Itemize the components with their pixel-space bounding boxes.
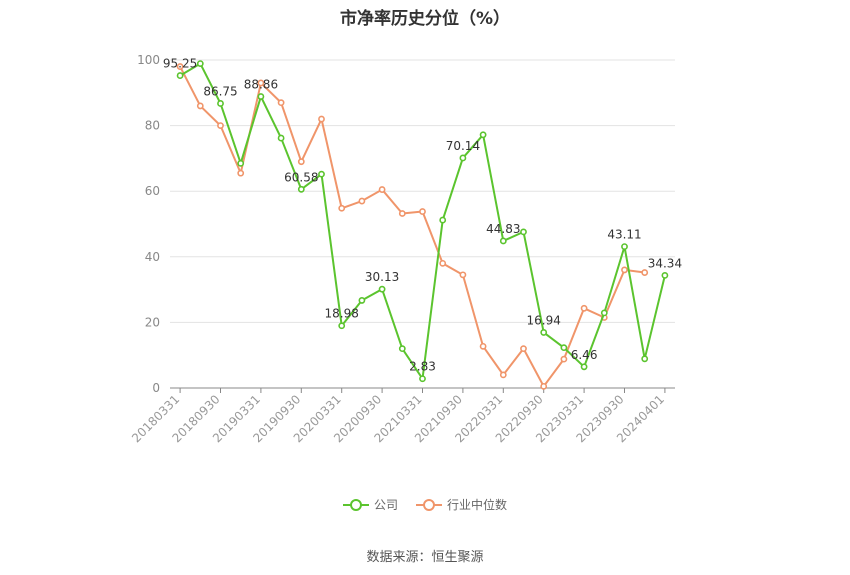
data-point-company: [257, 93, 265, 100]
data-label: 30.13: [365, 270, 399, 284]
data-label: 86.75: [203, 84, 237, 98]
data-label: 60.58: [284, 170, 318, 184]
data-label: 95.25: [163, 57, 197, 71]
data-point-company: [459, 154, 467, 162]
data-point-industry-median: [237, 169, 245, 177]
data-point-company: [378, 285, 386, 293]
data-point-industry-median: [318, 115, 325, 123]
data-point-company: [237, 159, 245, 167]
line-chart: 0204060801002018033120180930201903312019…: [129, 53, 682, 445]
data-point-industry-median: [499, 371, 507, 379]
data-label: 16.94: [527, 313, 561, 327]
data-point-industry-median: [358, 197, 366, 205]
legend: 公司 行业中位数: [0, 496, 850, 513]
data-point-industry-median: [338, 204, 346, 212]
data-point-industry-median: [378, 186, 386, 193]
data-label: 18.98: [325, 307, 359, 321]
y-tick-label: 20: [145, 315, 160, 329]
data-point-industry-median: [540, 382, 548, 390]
data-point-company: [318, 170, 325, 178]
legend-company-marker: [342, 498, 369, 512]
data-point-industry-median: [459, 271, 467, 279]
data-label: 6.46: [571, 348, 598, 362]
legend-industry-label: 行业中位数: [447, 498, 508, 512]
data-label: 44.83: [486, 222, 520, 236]
data-point-industry-median: [580, 304, 588, 312]
data-point-industry-median: [277, 99, 285, 107]
data-point-industry-median: [297, 158, 305, 166]
y-tick-label: 60: [145, 184, 160, 198]
y-tick-label: 80: [145, 119, 160, 133]
data-point-company: [297, 185, 305, 193]
data-point-company: [176, 72, 184, 79]
data-point-company: [600, 309, 608, 317]
data-label: 88.86: [244, 78, 278, 92]
data-point-company: [338, 322, 346, 330]
data-point-company: [641, 355, 649, 363]
data-point-company: [621, 243, 628, 250]
data-point-company: [196, 60, 204, 68]
data-point-company: [217, 100, 224, 107]
data-label: 2.83: [409, 360, 436, 374]
chart-title: 市净率历史分位（%）: [339, 9, 511, 29]
data-point-company: [661, 271, 669, 279]
y-tick-label: 40: [145, 250, 160, 264]
data-point-company: [398, 345, 406, 353]
data-point-industry-median: [641, 269, 649, 276]
data-point-company: [499, 237, 507, 245]
data-point-company: [540, 329, 548, 336]
data-point-industry-median: [176, 63, 184, 70]
series-line-company: [179, 62, 666, 380]
data-label: 70.14: [446, 139, 480, 153]
data-point-industry-median: [439, 259, 447, 267]
data-point-industry-median: [560, 355, 568, 363]
y-tick-label: 100: [137, 53, 160, 67]
legend-company-label: 公司: [373, 498, 398, 512]
data-point-industry-median: [520, 345, 527, 353]
data-point-company: [479, 131, 487, 139]
data-point-industry-median: [621, 266, 628, 274]
series-line-industry-median: [179, 66, 645, 388]
data-point-company: [358, 297, 366, 304]
data-point-company: [419, 375, 426, 383]
data-point-industry-median: [257, 79, 265, 87]
data-point-company: [520, 228, 527, 236]
data-point-company: [277, 134, 285, 142]
legend-item-company[interactable]: 公司: [342, 496, 398, 513]
data-point-company: [580, 363, 588, 371]
y-tick-label: 0: [152, 381, 160, 395]
data-point-industry-median: [196, 102, 204, 110]
data-label: 43.11: [607, 228, 641, 242]
data-label: 34.34: [648, 256, 682, 270]
data-point-industry-median: [479, 342, 487, 350]
legend-item-industry-median[interactable]: 行业中位数: [416, 496, 507, 513]
data-point-industry-median: [398, 210, 406, 217]
data-point-company: [560, 344, 568, 352]
source-note: 数据来源：恒生聚源: [366, 550, 484, 565]
data-point-industry-median: [419, 208, 426, 215]
data-point-industry-median: [217, 122, 224, 129]
data-point-company: [439, 216, 447, 224]
legend-industry-marker: [416, 498, 442, 512]
